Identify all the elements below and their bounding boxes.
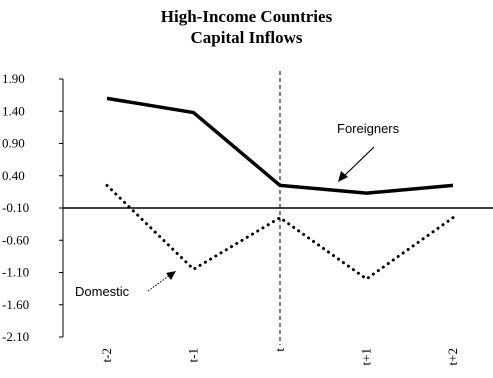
x-tick-label: t-2 [99, 348, 114, 362]
annotation-arrow-domestic-shaft [147, 274, 171, 292]
series-line-foreigners [106, 96, 454, 195]
chart-title: High-Income Countries Capital Inflows [0, 6, 493, 48]
y-tick-label: -2.10 [2, 329, 29, 344]
annotation-arrow-domestic-head [166, 271, 176, 280]
y-tick-label: 1.90 [2, 71, 25, 86]
y-tick-label: 1.40 [2, 103, 25, 118]
x-tick-label: t+1 [359, 348, 374, 365]
annotation-arrow-foreigners-shaft [342, 146, 375, 178]
y-tick-label: -1.60 [2, 297, 29, 312]
y-tick-label: -1.10 [2, 265, 29, 280]
annotation-foreigners: Foreigners [337, 121, 400, 136]
annotation-arrow-foreigners-head [338, 171, 348, 182]
y-tick-label: 0.40 [2, 168, 25, 183]
x-tick-label: t-1 [186, 348, 201, 362]
annotation-domestic: Domestic [75, 284, 130, 299]
x-tick-label: t [272, 348, 287, 352]
series-line-domestic [105, 183, 455, 281]
x-tick-label: t+2 [445, 348, 460, 365]
y-tick-label: -0.60 [2, 232, 29, 247]
y-tick-label: -0.10 [2, 200, 29, 215]
chart-title-line-2: Capital Inflows [190, 28, 303, 47]
chart-title-line-1: High-Income Countries [160, 7, 333, 26]
y-tick-label: 0.90 [2, 136, 25, 151]
